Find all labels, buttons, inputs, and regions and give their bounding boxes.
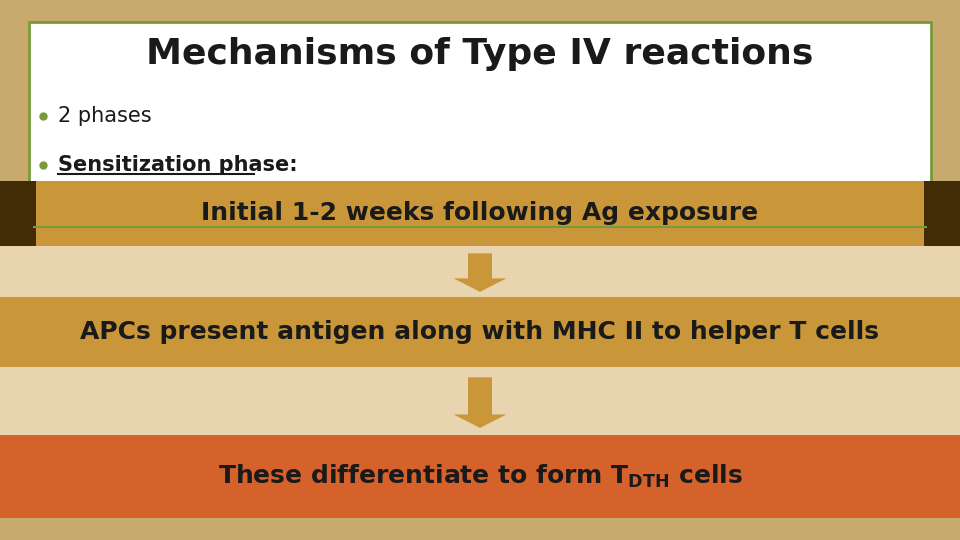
FancyBboxPatch shape <box>0 181 36 246</box>
FancyBboxPatch shape <box>0 297 960 367</box>
Text: Sensitization phase:: Sensitization phase: <box>58 154 298 175</box>
Polygon shape <box>453 377 507 428</box>
FancyBboxPatch shape <box>29 22 931 238</box>
Polygon shape <box>453 253 507 292</box>
FancyBboxPatch shape <box>0 367 960 435</box>
Text: 2 phases: 2 phases <box>58 106 152 126</box>
Text: These differentiate to form T$_{\mathregular{DTH}}$ cells: These differentiate to form T$_{\mathreg… <box>218 463 742 490</box>
FancyBboxPatch shape <box>0 246 960 297</box>
Text: Mechanisms of Type IV reactions: Mechanisms of Type IV reactions <box>146 37 814 71</box>
FancyBboxPatch shape <box>0 518 960 540</box>
FancyBboxPatch shape <box>0 181 960 246</box>
FancyBboxPatch shape <box>924 181 960 246</box>
Text: APCs present antigen along with MHC II to helper T cells: APCs present antigen along with MHC II t… <box>81 320 879 344</box>
Text: Initial 1-2 weeks following Ag exposure: Initial 1-2 weeks following Ag exposure <box>202 201 758 225</box>
FancyBboxPatch shape <box>0 435 960 518</box>
